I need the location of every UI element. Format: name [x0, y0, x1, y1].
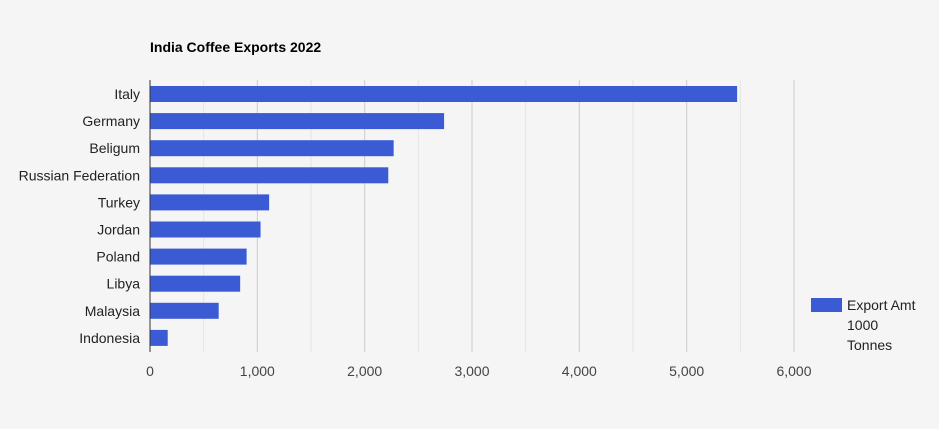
- bars: [150, 86, 738, 346]
- legend-label-line-2: 1000: [847, 317, 878, 333]
- legend-label-line-1: Export Amt: [847, 297, 916, 313]
- x-tick-label: 3,000: [454, 363, 489, 379]
- bar[interactable]: [150, 86, 738, 102]
- category-label: Russian Federation: [19, 167, 140, 183]
- x-tick-label: 4,000: [562, 363, 597, 379]
- category-label: Poland: [96, 249, 140, 265]
- legend[interactable]: Export Amt 1000 Tonnes: [811, 297, 916, 353]
- bar[interactable]: [150, 194, 270, 211]
- bar[interactable]: [150, 329, 168, 346]
- bar[interactable]: [150, 167, 389, 184]
- x-tick-label: 5,000: [669, 363, 704, 379]
- category-label: Germany: [82, 113, 140, 129]
- bar[interactable]: [150, 113, 445, 130]
- category-label: Jordan: [97, 222, 140, 238]
- x-tick-labels: 0 1,000 2,000 3,000 4,000 5,000 6,000: [146, 363, 812, 379]
- bar[interactable]: [150, 275, 241, 292]
- category-label: Italy: [114, 86, 140, 102]
- x-tick-label: 1,000: [240, 363, 275, 379]
- legend-label-line-3: Tonnes: [847, 337, 892, 353]
- category-label: Indonesia: [79, 330, 140, 346]
- legend-swatch: [811, 298, 842, 312]
- category-label: Turkey: [98, 194, 140, 210]
- category-labels: Italy Germany Beligum Russian Federation Tur…: [19, 86, 141, 346]
- category-label: Libya: [107, 276, 141, 292]
- x-tick-label: 0: [146, 363, 154, 379]
- category-label: Malaysia: [85, 303, 140, 319]
- bar[interactable]: [150, 248, 247, 265]
- x-tick-label: 2,000: [347, 363, 382, 379]
- bar[interactable]: [150, 221, 261, 238]
- x-tick-label: 6,000: [776, 363, 811, 379]
- chart-title: India Coffee Exports 2022: [150, 39, 321, 55]
- bar[interactable]: [150, 140, 394, 157]
- bar[interactable]: [150, 302, 219, 319]
- category-label: Beligum: [89, 140, 140, 156]
